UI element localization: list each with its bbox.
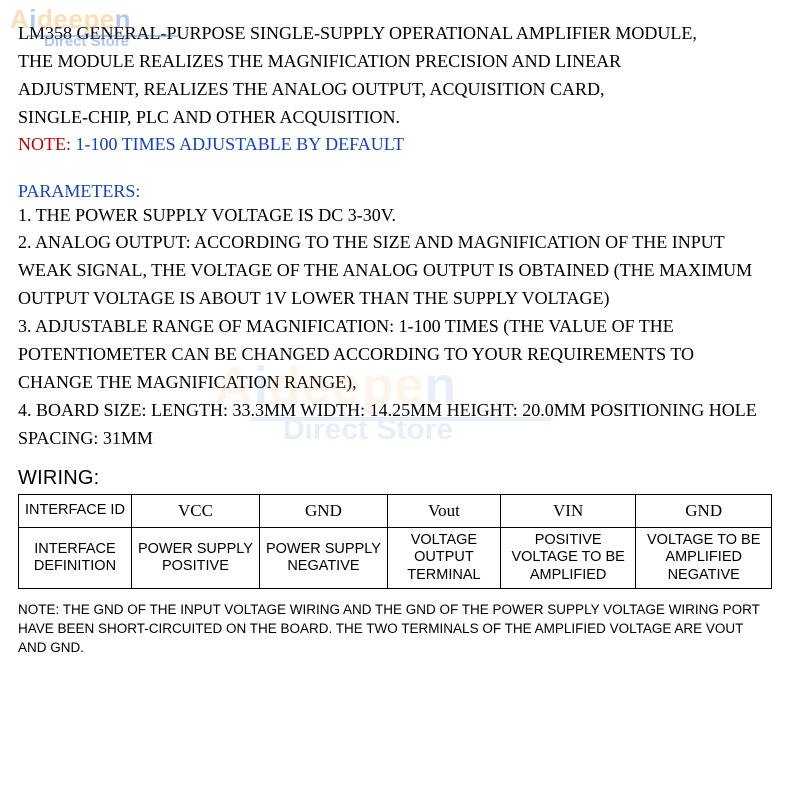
intro-line-2: THE MODULE REALIZES THE MAGNIFICATION PR… xyxy=(18,48,772,76)
parameters-block: 1. THE POWER SUPPLY VOLTAGE IS DC 3-30V.… xyxy=(18,202,772,453)
row-label: INTERFACE DEFINITION xyxy=(19,527,132,588)
col-gnd1: GND xyxy=(259,494,387,527)
cell-gnd2: VOLTAGE TO BE AMPLIFIED NEGATIVE xyxy=(636,527,772,588)
note-label: NOTE: xyxy=(18,134,76,154)
cell-vin: POSITIVE VOLTAGE TO BE AMPLIFIED xyxy=(500,527,636,588)
table-header-row: INTERFACE ID VCC GND Vout VIN GND xyxy=(19,494,772,527)
page: Aideepen Direct Store Aideepen Direct St… xyxy=(0,0,800,800)
note-text: 1-100 TIMES ADJUSTABLE BY DEFAULT xyxy=(76,134,405,154)
intro-line-1: LM358 GENERAL-PURPOSE SINGLE-SUPPLY OPER… xyxy=(18,20,772,48)
col-interface-id: INTERFACE ID xyxy=(19,494,132,527)
param-4: 4. BOARD SIZE: LENGTH: 33.3MM WIDTH: 14.… xyxy=(18,397,772,453)
col-gnd2: GND xyxy=(636,494,772,527)
intro-line-3: ADJUSTMENT, REALIZES THE ANALOG OUTPUT, … xyxy=(18,76,772,104)
cell-vout: VOLTAGE OUTPUT TERMINAL xyxy=(387,527,500,588)
wiring-table: INTERFACE ID VCC GND Vout VIN GND INTERF… xyxy=(18,494,772,590)
intro-block: LM358 GENERAL-PURPOSE SINGLE-SUPPLY OPER… xyxy=(18,20,772,132)
parameters-heading: PARAMETERS: xyxy=(18,181,772,202)
note-row: NOTE: 1-100 TIMES ADJUSTABLE BY DEFAULT xyxy=(18,134,772,155)
wiring-heading: WIRING: xyxy=(18,467,772,490)
footnote: NOTE: THE GND OF THE INPUT VOLTAGE WIRIN… xyxy=(18,601,772,658)
cell-vcc: POWER SUPPLY POSITIVE xyxy=(131,527,259,588)
col-vout: Vout xyxy=(387,494,500,527)
col-vin: VIN xyxy=(500,494,636,527)
param-3: 3. ADJUSTABLE RANGE OF MAGNIFICATION: 1-… xyxy=(18,313,772,397)
param-2: 2. ANALOG OUTPUT: ACCORDING TO THE SIZE … xyxy=(18,229,772,313)
col-vcc: VCC xyxy=(131,494,259,527)
param-1: 1. THE POWER SUPPLY VOLTAGE IS DC 3-30V. xyxy=(18,202,772,230)
table-row: INTERFACE DEFINITION POWER SUPPLY POSITI… xyxy=(19,527,772,588)
intro-line-4: SINGLE-CHIP, PLC AND OTHER ACQUISITION. xyxy=(18,104,772,132)
cell-gnd1: POWER SUPPLY NEGATIVE xyxy=(259,527,387,588)
